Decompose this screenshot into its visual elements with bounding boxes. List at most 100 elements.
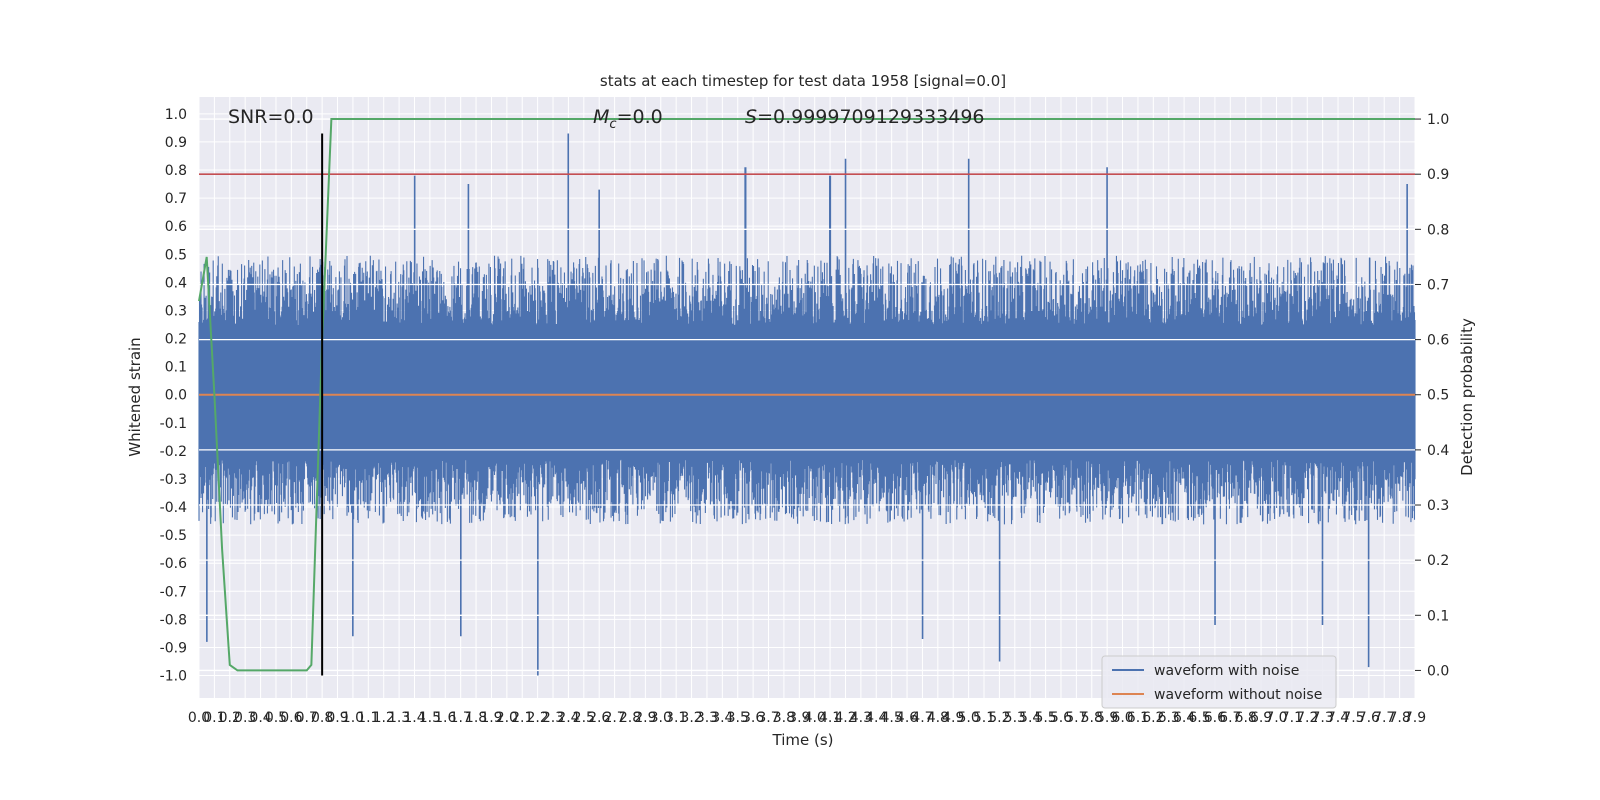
x-tick-label: 4.5 xyxy=(881,710,903,726)
x-tick-label: 1.0 xyxy=(342,710,364,726)
x-tick-label: 5.9 xyxy=(1096,710,1118,726)
x-tick-label: 4.0 xyxy=(804,710,826,726)
y2-tick-labels: 1.0 0.9 0.8 0.7 0.6 0.5 0.4 0.3 0.2 0.1 0.0 xyxy=(1415,112,1449,679)
x-tick-label: 6.2 xyxy=(1142,710,1164,726)
x-tick-label: 6.3 xyxy=(1158,710,1180,726)
x-tick-label: 4.3 xyxy=(850,710,872,726)
x-tick-label: 6.9 xyxy=(1250,710,1272,726)
legend-entry-noise: waveform with noise xyxy=(1154,663,1299,679)
s-annotation: S=0.9999709129333496 xyxy=(745,106,985,128)
y2-tick-label: 0.8 xyxy=(1427,222,1449,238)
x-tick-label: 1.8 xyxy=(465,710,487,726)
legend-entry-clean: waveform without noise xyxy=(1154,687,1322,703)
y-tick-label: -0.4 xyxy=(160,500,187,516)
x-tick-label: 1.7 xyxy=(450,710,472,726)
x-tick-label: 3.8 xyxy=(773,710,795,726)
s-value: =0.9999709129333496 xyxy=(757,106,984,128)
x-tick-label: 3.1 xyxy=(665,710,687,726)
x-tick-label: 3.9 xyxy=(788,710,810,726)
x-tick-label: 7.4 xyxy=(1327,710,1349,726)
y-tick-label: 0.0 xyxy=(165,388,187,404)
y-tick-labels: 1.0 0.9 0.8 0.7 0.6 0.5 0.4 0.3 0.2 0.1 0.0 -0.1 -0.… xyxy=(160,107,187,685)
x-tick-labels: 0.00.10.20.30.40.50.60.70.80.91.01.11.21… xyxy=(188,710,1426,726)
x-tick-label: 5.2 xyxy=(988,710,1010,726)
snr-annotation: SNR=0.0 xyxy=(228,106,314,128)
x-tick-label: 2.0 xyxy=(496,710,518,726)
x-tick-label: 4.8 xyxy=(927,710,949,726)
y-tick-label: -0.2 xyxy=(160,444,187,460)
x-tick-label: 5.0 xyxy=(957,710,979,726)
mc-subscript: c xyxy=(609,117,616,132)
y-tick-label: -0.3 xyxy=(160,472,187,488)
x-tick-label: 0.7 xyxy=(296,710,318,726)
x-tick-label: 6.5 xyxy=(1188,710,1210,726)
x-tick-label: 4.2 xyxy=(834,710,856,726)
x-tick-label: 1.6 xyxy=(434,710,456,726)
x-tick-label: 7.9 xyxy=(1404,710,1426,726)
y2-tick-label: 0.6 xyxy=(1427,333,1449,349)
y-tick-label: 0.2 xyxy=(165,332,187,348)
x-tick-label: 6.7 xyxy=(1219,710,1241,726)
x-tick-label: 2.5 xyxy=(573,710,595,726)
x-tick-label: 2.3 xyxy=(542,710,564,726)
x-tick-label: 0.0 xyxy=(188,710,210,726)
y-tick-label: -0.5 xyxy=(160,528,187,544)
x-tick-label: 4.4 xyxy=(865,710,887,726)
x-tick-label: 1.1 xyxy=(357,710,379,726)
x-tick-label: 0.8 xyxy=(311,710,333,726)
y-tick-label: 0.9 xyxy=(165,135,187,151)
x-tick-label: 6.1 xyxy=(1127,710,1149,726)
y2-tick-label: 1.0 xyxy=(1427,112,1449,128)
x-tick-label: 7.8 xyxy=(1388,710,1410,726)
y-tick-label: -0.6 xyxy=(160,556,187,572)
x-tick-label: 4.9 xyxy=(942,710,964,726)
legend-box xyxy=(1101,655,1337,709)
x-tick-label: 3.0 xyxy=(650,710,672,726)
x-tick-label: 4.7 xyxy=(911,710,933,726)
x-tick-label: 7.6 xyxy=(1358,710,1380,726)
x-tick-label: 3.2 xyxy=(680,710,702,726)
x-tick-label: 2.7 xyxy=(603,710,625,726)
x-tick-label: 2.1 xyxy=(511,710,533,726)
y-tick-label: 0.4 xyxy=(165,275,187,291)
x-tick-label: 6.6 xyxy=(1204,710,1226,726)
x-tick-label: 5.7 xyxy=(1065,710,1087,726)
x-tick-label: 0.6 xyxy=(280,710,302,726)
x-tick-label: 0.1 xyxy=(203,710,225,726)
s-symbol: S xyxy=(745,106,757,128)
x-tick-label: 5.6 xyxy=(1050,710,1072,726)
x-tick-label: 1.9 xyxy=(480,710,502,726)
mc-value: =0.0 xyxy=(617,106,663,128)
x-tick-label: 2.6 xyxy=(588,710,610,726)
x-tick-label: 2.2 xyxy=(527,710,549,726)
x-tick-label: 5.4 xyxy=(1019,710,1041,726)
x-tick-label: 5.8 xyxy=(1081,710,1103,726)
x-tick-label: 0.9 xyxy=(326,710,348,726)
x-tick-label: 2.8 xyxy=(619,710,641,726)
x-tick-label: 7.2 xyxy=(1296,710,1318,726)
x-tick-label: 0.3 xyxy=(234,710,256,726)
chart-title: stats at each timestep for test data 195… xyxy=(600,72,1006,90)
noise-trace xyxy=(198,133,1416,676)
x-tick-label: 6.4 xyxy=(1173,710,1195,726)
y2-tick-label: 0.0 xyxy=(1427,663,1449,679)
y2-tick-label: 0.1 xyxy=(1427,608,1449,624)
x-tick-label: 1.4 xyxy=(403,710,425,726)
x-tick-label: 5.3 xyxy=(1004,710,1026,726)
x-tick-label: 2.4 xyxy=(557,710,579,726)
y-tick-label: -0.7 xyxy=(160,584,187,600)
y2-tick-label: 0.2 xyxy=(1427,553,1449,569)
x-tick-label: 3.3 xyxy=(696,710,718,726)
x-tick-label: 4.1 xyxy=(819,710,841,726)
y2-tick-label: 0.9 xyxy=(1427,167,1449,183)
x-tick-label: 6.8 xyxy=(1235,710,1257,726)
x-tick-label: 7.5 xyxy=(1342,710,1364,726)
x-tick-label: 0.4 xyxy=(249,710,271,726)
y-tick-label: -0.8 xyxy=(160,612,187,628)
x-tick-label: 3.4 xyxy=(711,710,733,726)
x-tick-label: 3.6 xyxy=(742,710,764,726)
x-tick-label: 2.9 xyxy=(634,710,656,726)
y-tick-label: 0.6 xyxy=(165,219,187,235)
mc-annotation: Mc=0.0 xyxy=(593,106,663,132)
x-tick-label: 5.5 xyxy=(1034,710,1056,726)
